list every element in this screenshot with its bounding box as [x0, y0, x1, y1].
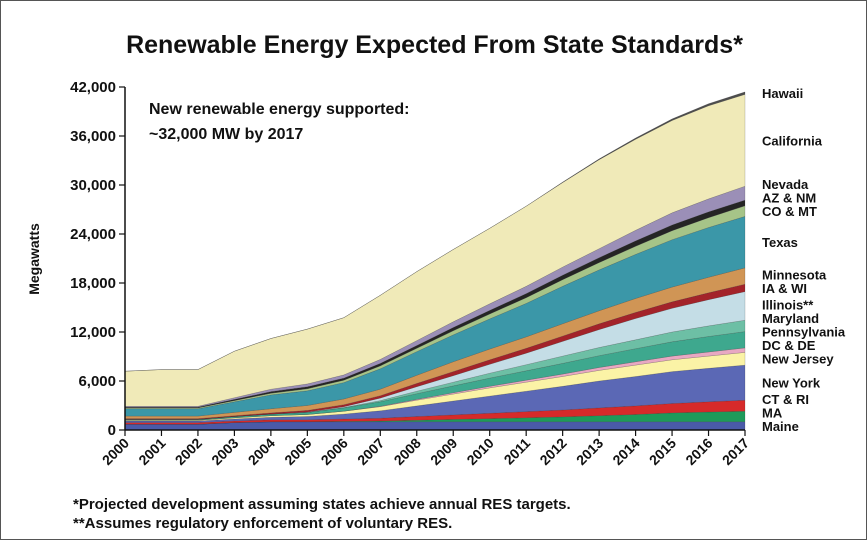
axes-layer: [124, 87, 745, 431]
y-tick-label: 24,000: [70, 226, 116, 243]
x-tick-label: 2017: [719, 435, 752, 468]
legend-label-hawaii: Hawaii: [762, 86, 803, 101]
legend-label-maine: Maine: [762, 419, 799, 434]
y-tick-label: 12,000: [70, 324, 116, 341]
x-tick-label: 2001: [135, 435, 168, 468]
legend-label-ia-wi: IA & WI: [762, 281, 807, 296]
y-ticks: 42,000 36,000 30,000 24,000 18,000 12,000 6,00…: [70, 79, 125, 439]
annotation-line1: New renewable energy supported:: [149, 101, 410, 118]
footnote-1: *Projected development assuming states a…: [73, 496, 571, 513]
area-maryland: [125, 319, 746, 420]
area-ma: [125, 410, 746, 425]
area-hawaii: [124, 91, 746, 372]
y-tick-label: 36,000: [70, 128, 116, 145]
area-illinois: [125, 291, 746, 420]
x-tick-label: 2014: [609, 435, 642, 468]
y-tick-label: 30,000: [70, 177, 116, 194]
y-tick-label: 6,000: [78, 373, 116, 390]
y-tick-label: 42,000: [70, 79, 116, 96]
x-tick-label: 2016: [682, 435, 715, 468]
legend-label-maryland: Maryland: [762, 311, 819, 326]
legend-label-texas: Texas: [762, 235, 798, 250]
x-tick-label: 2003: [208, 435, 241, 468]
legend-label-illinois: Illinois**: [762, 298, 814, 313]
legend-label-dc-de: DC & DE: [762, 338, 816, 353]
legend-label-ct-ri: CT & RI: [762, 392, 809, 407]
x-tick-label: 2012: [536, 435, 569, 468]
y-tick-label: 18,000: [70, 275, 116, 292]
x-tick-label: 2013: [573, 435, 606, 468]
legend-label-new-york: New York: [762, 376, 821, 391]
x-tick-label: 2000: [99, 435, 132, 468]
y-tick-label: 0: [108, 422, 116, 439]
chart-title: Renewable Energy Expected From State Sta…: [126, 31, 743, 59]
legend-label-co-mt: CO & MT: [762, 204, 817, 219]
x-tick-label: 2004: [245, 435, 278, 468]
x-tick-label: 2015: [646, 435, 679, 468]
x-tick-label: 2007: [354, 435, 387, 468]
legend-label-new-jersey: New Jersey: [762, 352, 834, 367]
area-california: [124, 94, 746, 407]
legend-label-ma: MA: [762, 405, 783, 420]
x-tick-label: 2002: [172, 435, 205, 468]
legend-label-california: California: [762, 133, 823, 148]
y-axis-label: Megawatts: [26, 223, 42, 295]
legend-label-minnesota: Minnesota: [762, 267, 827, 282]
x-tick-label: 2011: [501, 435, 534, 468]
x-tick-label: 2010: [463, 435, 496, 468]
legend-label-az-nm: AZ & NM: [762, 191, 816, 206]
x-tick-label: 2009: [427, 435, 460, 468]
areas-layer: [124, 91, 746, 431]
footnotes: *Projected development assuming states a…: [73, 495, 571, 533]
annotation-line2: ~32,000 MW by 2017: [149, 126, 303, 143]
legend-label-nevada: Nevada: [762, 177, 809, 192]
x-ticks: 2000 2001 2002 2003 2004 2005 2006 2007 2008 2009…: [99, 430, 752, 468]
x-tick-label: 2005: [281, 435, 314, 468]
legend-label-pennsylvania: Pennsylvania: [762, 325, 846, 340]
x-tick-label: 2008: [391, 435, 424, 468]
footnote-2: **Assumes regulatory enforcement of volu…: [73, 515, 453, 532]
x-tick-label: 2006: [318, 435, 351, 468]
